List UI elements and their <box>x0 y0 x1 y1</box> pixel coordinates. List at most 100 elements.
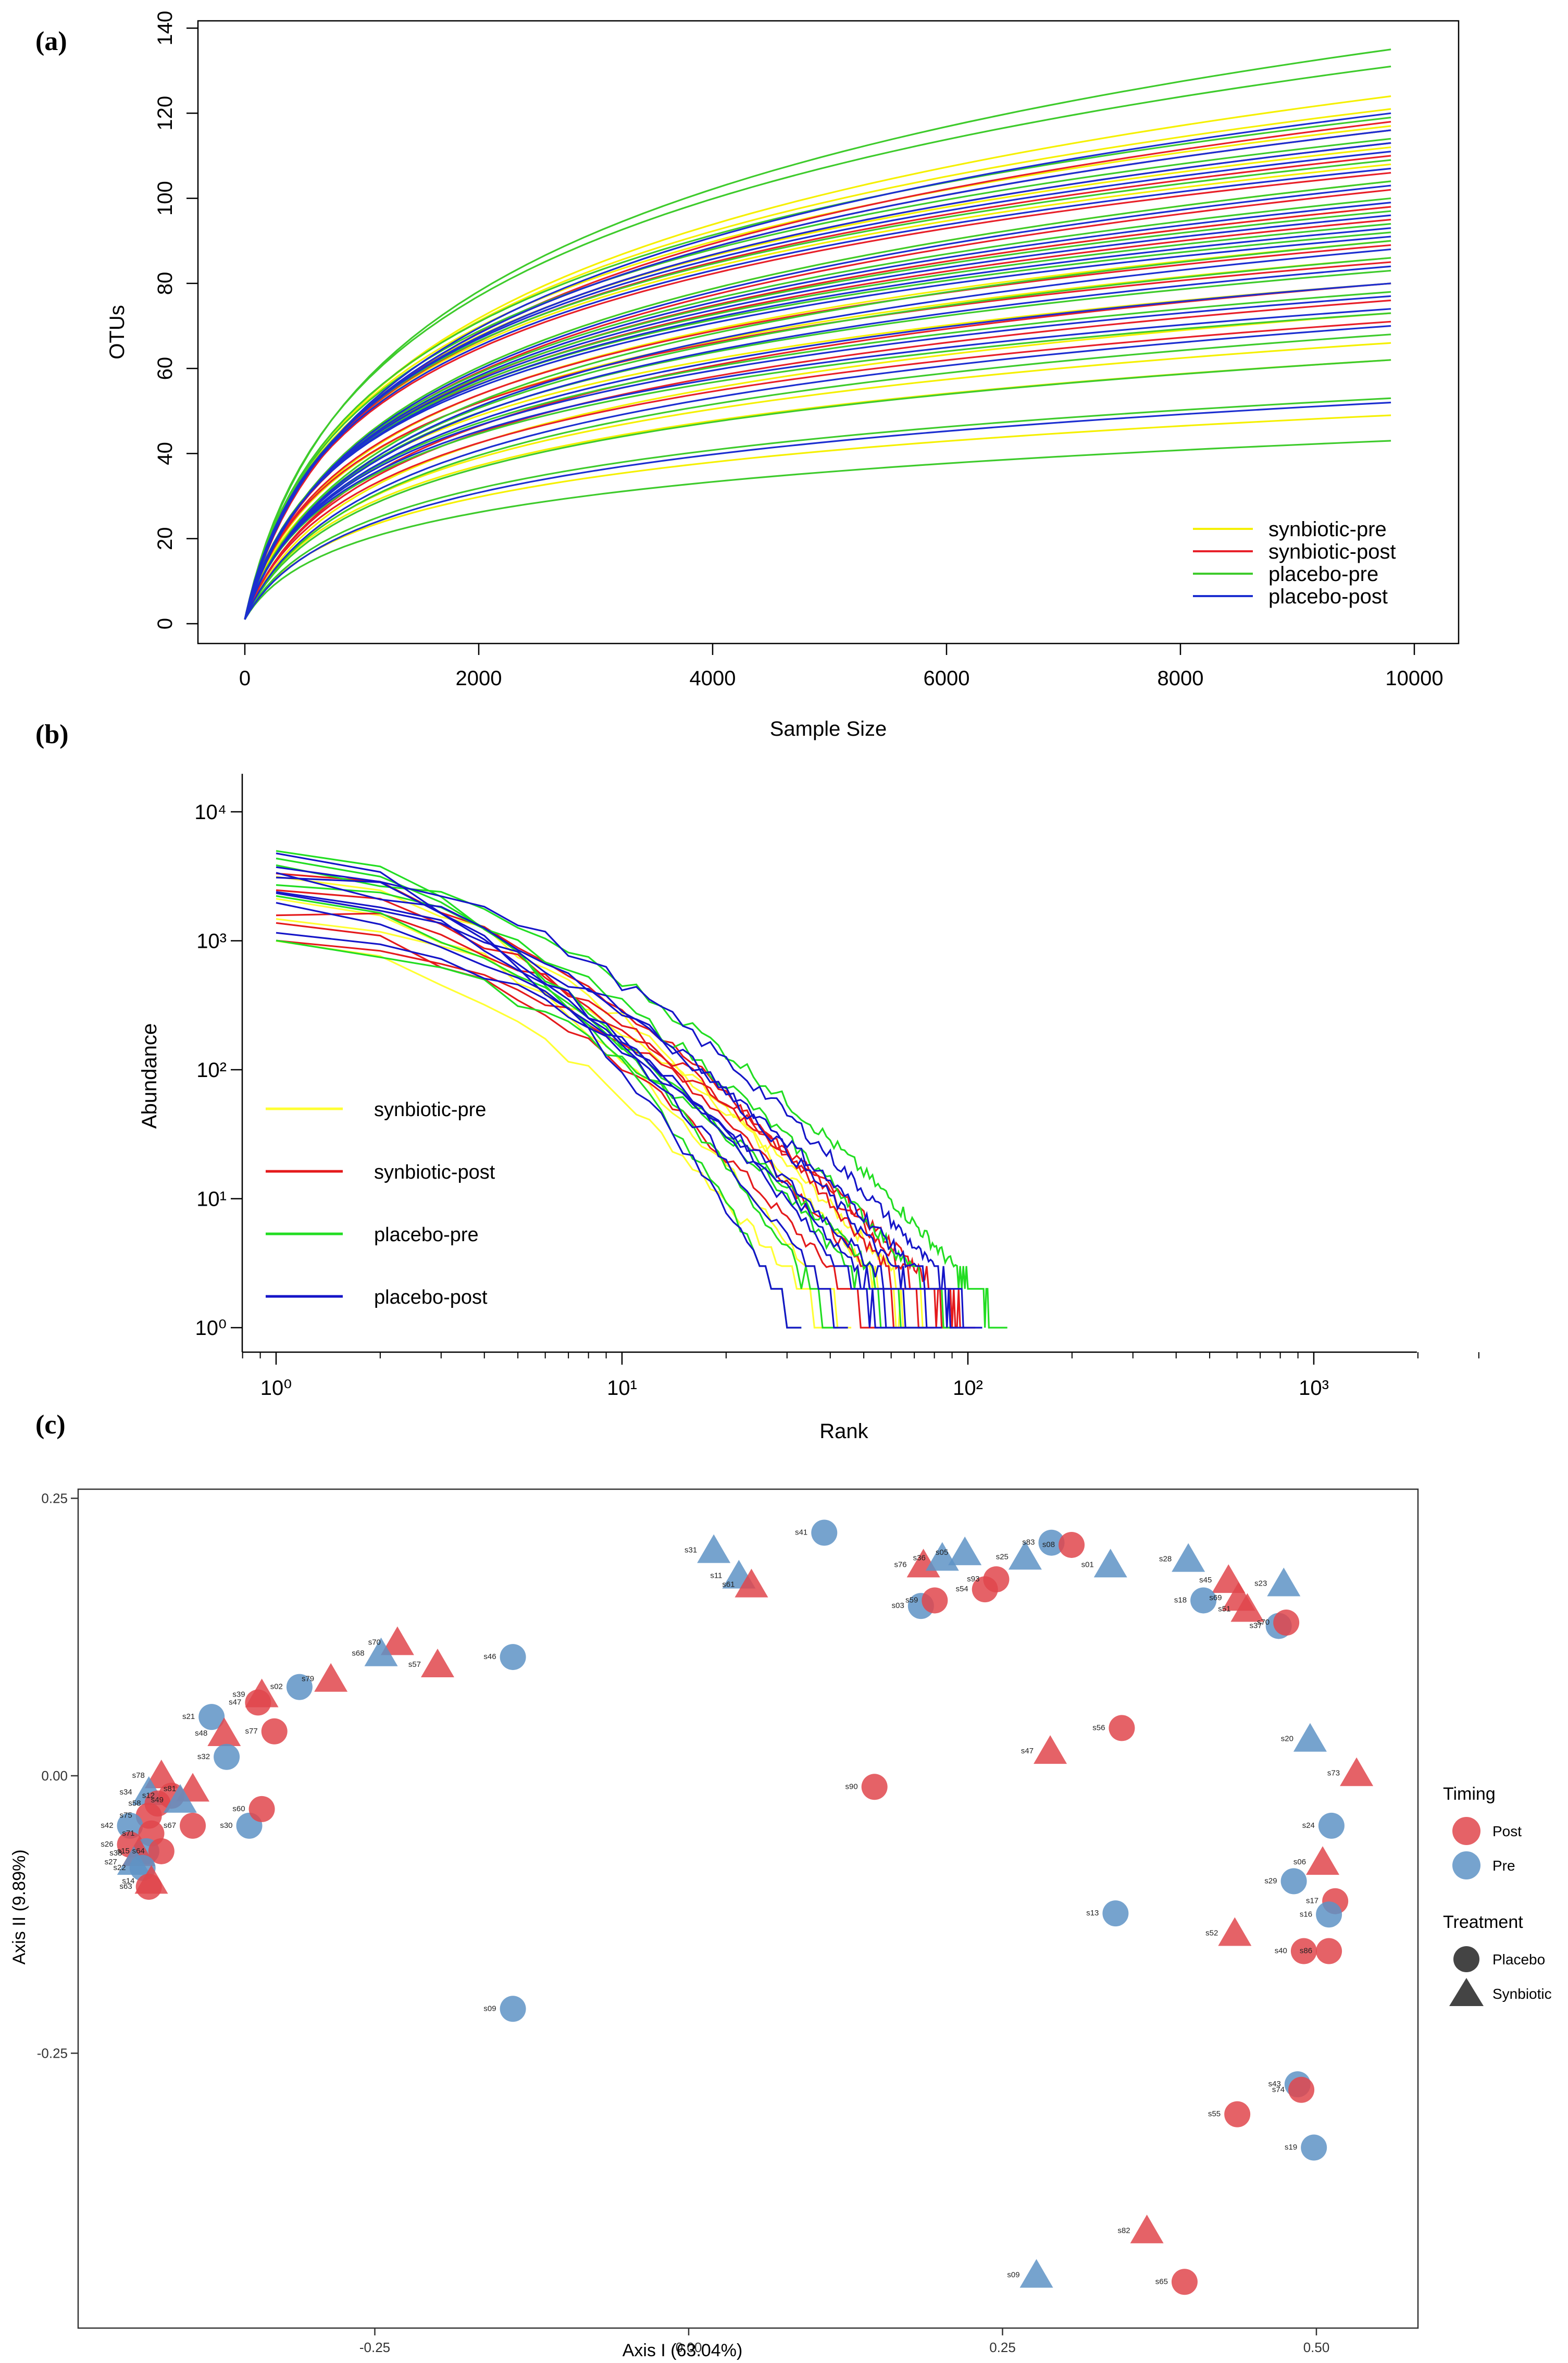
panel-c-point-label-s61: s61 <box>722 1580 735 1589</box>
panel-c-point-label-s47: s47 <box>1021 1747 1034 1755</box>
panel-a-curve-placebo-pre-16 <box>244 333 1391 620</box>
panel-a-curve-placebo-pre-18 <box>244 397 1391 620</box>
panel-c-label: (c) <box>35 1410 66 1440</box>
panel-b-curve-placebo-post-2 <box>276 876 848 1329</box>
panel-c-point-label-s01: s01 <box>1081 1560 1094 1569</box>
panel-c-point-label-s75: s75 <box>120 1811 132 1820</box>
panel-c-point-label-s28: s28 <box>1159 1555 1172 1564</box>
panel-c-legend-timing-label-Pre: Pre <box>1492 1858 1515 1874</box>
panel-c-point-s47 <box>1034 1735 1067 1764</box>
panel-c-point-s32 <box>214 1743 240 1770</box>
panel-a-curve-placebo-pre-17 <box>244 359 1391 620</box>
panel-c-point-s73 <box>1340 1757 1374 1786</box>
panel-c-point-s64 <box>148 1838 175 1864</box>
panel-c-point-s78 <box>144 1760 178 1788</box>
panel-c-point-label-s16: s16 <box>1300 1910 1312 1919</box>
panel-c-point-s31 <box>697 1534 731 1563</box>
panel-c-point-label-s51: s51 <box>1218 1605 1230 1614</box>
panel-c-legend-treatment-key-Synbiotic <box>1449 1978 1484 2006</box>
panel-c-point-label-s58: s58 <box>128 1799 141 1808</box>
panel-c-points <box>117 1519 1374 2295</box>
panel-c-point-s65 <box>1171 2269 1198 2295</box>
panel-c-legend-timing-key-Post <box>1452 1817 1480 1845</box>
panel-a-plot-frame <box>197 20 1460 645</box>
panel-c-point-s57 <box>421 1649 454 1677</box>
panel-b-xtick-label-1: 10¹ <box>607 1377 637 1400</box>
panel-c-point-s01 <box>1093 1549 1127 1578</box>
panel-c-point-s28 <box>1172 1543 1205 1572</box>
panel-c-legend-treatment-label-Placebo: Placebo <box>1492 1951 1545 1968</box>
panel-c-point-label-s36: s36 <box>913 1554 926 1563</box>
panel-c-point-s49 <box>163 1784 197 1813</box>
panel-c-point-label-s23: s23 <box>1254 1579 1267 1588</box>
panel-c-xtick-label-1: 0.00 <box>676 2340 702 2355</box>
panel-c-point-label-s14: s14 <box>122 1876 134 1885</box>
panel-c-point-s48 <box>207 1717 241 1747</box>
panel-c-point-label-s46: s46 <box>483 1652 496 1661</box>
panel-a-y-axis-title: OTUs <box>106 305 129 359</box>
panel-c-point-label-s32: s32 <box>197 1752 210 1761</box>
panel-a-curve-placebo-post-10 <box>244 236 1391 620</box>
panel-c-legend-treatment-label-Synbiotic: Synbiotic <box>1492 1986 1552 2002</box>
panel-c-point-s82 <box>1130 2214 1164 2244</box>
panel-b-curve-placebo-post-6 <box>276 872 942 1329</box>
panel-a-ytick-label-2: 40 <box>154 442 177 465</box>
panel-c-point-s23 <box>1267 1567 1301 1597</box>
panel-c-point-s13 <box>1102 1900 1129 1927</box>
panel-c-point-s93 <box>983 1566 1010 1592</box>
panel-a-curve-placebo-pre-15 <box>244 312 1391 620</box>
panel-c-point-s56 <box>1109 1715 1135 1741</box>
panel-c-point-label-s15: s15 <box>117 1847 130 1855</box>
panel-a-curve-placebo-post-15 <box>244 308 1391 620</box>
panel-c-point-label-s11: s11 <box>710 1572 722 1580</box>
panel-a-curve-placebo-pre-10 <box>244 231 1391 620</box>
panel-c-xtick-label-0: -0.25 <box>359 2340 390 2355</box>
panel-c-point-label-s03: s03 <box>892 1601 904 1610</box>
panel-c-point-label-s82: s82 <box>1117 2226 1130 2235</box>
panel-a-curve-placebo-post-14 <box>244 295 1391 620</box>
panel-c-point-s42 <box>117 1812 143 1839</box>
panel-c-point-s08 <box>1059 1531 1085 1558</box>
panel-c-point-label-s73: s73 <box>1327 1769 1340 1778</box>
panel-b-curve-placebo-post-3 <box>276 891 886 1329</box>
panel-a-xtick-label-4: 8000 <box>1158 667 1204 690</box>
panel-c-point-s61 <box>735 1568 768 1598</box>
panel-c-point-s09 <box>500 1996 526 2022</box>
panel-c-point-label-s26: s26 <box>101 1840 113 1849</box>
panel-c-point-label-s09: s09 <box>1007 2271 1019 2280</box>
panel-c-point-label-s86: s86 <box>1300 1947 1312 1956</box>
panel-b-curve-placebo-pre-6 <box>276 864 1007 1329</box>
panel-a-xtick-label-0: 0 <box>239 667 251 690</box>
panel-c-point-label-s40: s40 <box>1275 1947 1287 1956</box>
panel-b-curves <box>276 850 1007 1329</box>
panel-a-curve-placebo-pre-2 <box>244 65 1391 620</box>
panel-c-point-label-s68: s68 <box>352 1649 364 1658</box>
panel-b-legend-label-placebo-post: placebo-post <box>374 1286 488 1308</box>
panel-b-legend-label-synbiotic-pre: synbiotic-pre <box>374 1099 486 1121</box>
panel-c-point-s20 <box>1293 1723 1327 1752</box>
panel-c-xtick-label-3: 0.50 <box>1303 2340 1330 2355</box>
panel-c-point-label-s06: s06 <box>1293 1858 1306 1866</box>
panel-b-curve-placebo-post-1 <box>276 852 802 1329</box>
panel-a-ytick-label-1: 20 <box>154 527 177 550</box>
panel-c-point-s40 <box>1290 1938 1317 1964</box>
panel-c-point-label-s18: s18 <box>1174 1595 1187 1604</box>
panel-c-point-label-s02: s02 <box>270 1682 283 1691</box>
panel-c-point-s02 <box>286 1674 313 1700</box>
panel-c-point-label-s63: s63 <box>120 1882 132 1891</box>
panel-b-curve-placebo-post-8 <box>276 866 982 1329</box>
panel-c-point-label-s41: s41 <box>795 1528 807 1537</box>
panel-c-point-label-s79: s79 <box>302 1675 314 1684</box>
panel-c-point-label-s57: s57 <box>408 1660 421 1669</box>
panel-c-point-s47 <box>245 1689 271 1716</box>
panel-c-point-label-s70: s70 <box>368 1638 381 1647</box>
panel-c-point-label-s48: s48 <box>195 1729 207 1738</box>
panel-c-plot-frame <box>77 1488 1419 2329</box>
panel-a-curve-placebo-post-12 <box>244 265 1391 620</box>
panel-c-ytick-label-0: -0.25 <box>37 2046 68 2061</box>
panel-c-point-label-s24: s24 <box>1302 1821 1315 1830</box>
panel-c-point-label-s76: s76 <box>894 1560 906 1569</box>
panel-a-ytick-label-5: 100 <box>154 181 177 216</box>
panel-c-point-s70 <box>1273 1610 1300 1636</box>
